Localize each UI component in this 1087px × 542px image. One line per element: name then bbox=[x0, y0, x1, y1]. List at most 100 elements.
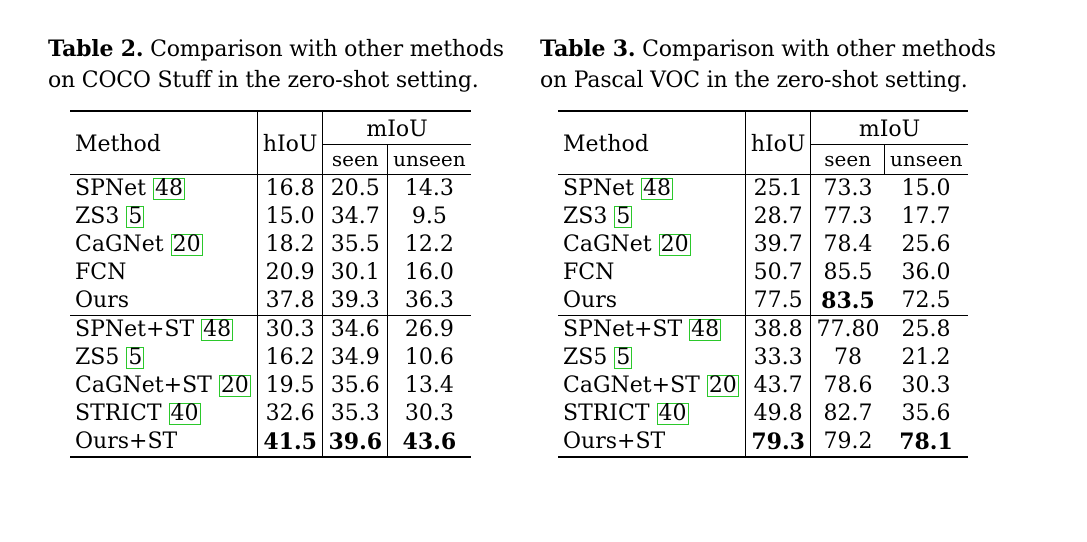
hiou-cell: 49.8 bbox=[744, 400, 811, 428]
header-unseen: unseen bbox=[883, 144, 968, 175]
table-body: SPNet 48 16.8 20.5 14.3 ZS3 5 15.0 34.7 9.5 CaGN… bbox=[70, 174, 471, 457]
method-cell: STRICT 40 bbox=[558, 400, 745, 428]
hiou-cell: 16.2 bbox=[256, 344, 323, 372]
header-miou: mIoU bbox=[810, 111, 968, 145]
method-name: Ours bbox=[563, 288, 618, 313]
table-row: ZS3 5 28.7 77.3 17.7 bbox=[558, 203, 968, 231]
table-3-panel: Table 3. Comparison with other methods o… bbox=[540, 34, 1010, 457]
unseen-cell: 17.7 bbox=[901, 204, 951, 229]
table-row: CaGNet+ST 20 19.5 35.6 13.4 bbox=[70, 372, 471, 400]
table-row: CaGNet+ST 20 43.7 78.6 30.3 bbox=[558, 372, 968, 400]
seen-cell: 73.3 bbox=[810, 174, 885, 203]
table-row: Ours+ST 79.3 79.2 78.1 bbox=[558, 428, 968, 457]
unseen-cell: 72.5 bbox=[901, 288, 951, 313]
seen-cell: 34.9 bbox=[322, 344, 388, 372]
method-name: ZS3 bbox=[563, 204, 608, 229]
unseen-cell: 15.0 bbox=[901, 176, 951, 201]
unseen-cell: 26.9 bbox=[387, 315, 471, 344]
seen-cell: 35.6 bbox=[322, 372, 388, 400]
hiou-cell: 15.0 bbox=[256, 203, 323, 231]
caption-label: Table 3. bbox=[540, 36, 636, 62]
table-row: SPNet 48 16.8 20.5 14.3 bbox=[70, 174, 471, 204]
seen-cell: 39.6 bbox=[322, 428, 388, 457]
method-name: Ours+ST bbox=[75, 429, 178, 454]
method-name: ZS5 bbox=[563, 345, 608, 370]
method-cell: CaGNet 20 bbox=[70, 231, 257, 259]
method-cell: SPNet 48 bbox=[70, 175, 257, 204]
unseen-cell: 25.8 bbox=[884, 315, 968, 344]
hiou-cell: 41.5 bbox=[256, 428, 323, 457]
citation-link[interactable]: 48 bbox=[152, 176, 185, 201]
method-cell: ZS5 5 bbox=[558, 344, 745, 372]
table-row: FCN 50.7 85.5 36.0 bbox=[558, 259, 968, 287]
unseen-cell: 35.6 bbox=[901, 401, 951, 426]
header-method: Method bbox=[563, 132, 649, 157]
seen-cell: 78.6 bbox=[810, 372, 885, 400]
method-name: CaGNet+ST bbox=[75, 373, 212, 398]
header-unseen: unseen bbox=[387, 144, 471, 175]
table-row: Ours+ST 41.5 39.6 43.6 bbox=[70, 428, 471, 457]
hiou-cell: 50.7 bbox=[744, 259, 811, 287]
method-name: SPNet bbox=[563, 176, 634, 201]
method-cell: ZS3 5 bbox=[70, 203, 257, 231]
results-table: Method hIoU mIoU seen unseen SPNet 48 25.… bbox=[558, 110, 968, 458]
hiou-cell: 37.8 bbox=[256, 287, 323, 316]
method-name: SPNet bbox=[75, 176, 146, 201]
method-name: CaGNet bbox=[563, 232, 652, 257]
citation-link[interactable]: 48 bbox=[689, 317, 722, 342]
hiou-cell: 39.7 bbox=[744, 231, 811, 259]
method-cell: SPNet+ST 48 bbox=[558, 315, 746, 344]
unseen-cell: 21.2 bbox=[901, 345, 951, 370]
seen-cell: 34.7 bbox=[322, 203, 388, 231]
citation-link[interactable]: 40 bbox=[168, 401, 201, 426]
method-name: Ours+ST bbox=[563, 429, 666, 454]
hiou-cell: 16.8 bbox=[256, 174, 323, 203]
table-row: SPNet 48 25.1 73.3 15.0 bbox=[558, 174, 968, 203]
unseen-cell: 30.3 bbox=[387, 400, 471, 428]
hiou-cell: 32.6 bbox=[256, 400, 323, 428]
hiou-cell: 19.5 bbox=[256, 372, 323, 400]
table-row: SPNet+ST 48 30.3 34.6 26.9 bbox=[70, 315, 471, 344]
method-cell: Ours bbox=[70, 287, 257, 316]
header-miou: mIoU bbox=[322, 111, 471, 145]
caption-text-line2: on COCO Stuff in the zero-shot setting. bbox=[48, 68, 479, 93]
citation-link[interactable]: 20 bbox=[170, 232, 203, 257]
citation-link[interactable]: 48 bbox=[640, 176, 673, 201]
seen-cell: 39.3 bbox=[322, 287, 388, 316]
header-method: Method bbox=[75, 132, 161, 157]
unseen-cell: 12.2 bbox=[387, 231, 471, 259]
citation-link[interactable]: 20 bbox=[706, 373, 739, 398]
citation-link[interactable]: 5 bbox=[614, 345, 633, 370]
citation-link[interactable]: 5 bbox=[126, 345, 145, 370]
unseen-cell: 25.6 bbox=[901, 232, 951, 257]
table-row: STRICT 40 32.6 35.3 30.3 bbox=[70, 400, 471, 428]
unseen-cell: 13.4 bbox=[387, 372, 471, 400]
seen-cell: 20.5 bbox=[322, 174, 388, 203]
header-hiou: hIoU bbox=[744, 111, 811, 175]
citation-link[interactable]: 48 bbox=[201, 317, 234, 342]
table-2-panel: Table 2. Comparison with other methods o… bbox=[48, 34, 518, 457]
citation-link[interactable]: 20 bbox=[658, 232, 691, 257]
method-cell: ZS5 5 bbox=[70, 344, 257, 372]
method-name: ZS5 bbox=[75, 345, 120, 370]
seen-cell: 83.5 bbox=[810, 287, 885, 316]
method-name: FCN bbox=[75, 260, 127, 285]
table-row: STRICT 40 49.8 82.7 35.6 bbox=[558, 400, 968, 428]
citation-link[interactable]: 5 bbox=[126, 204, 145, 229]
hiou-cell: 43.7 bbox=[744, 372, 811, 400]
table-caption: Table 3. Comparison with other methods o… bbox=[540, 34, 1010, 96]
citation-link[interactable]: 40 bbox=[656, 401, 689, 426]
method-cell: FCN bbox=[558, 259, 745, 287]
seen-cell: 82.7 bbox=[810, 400, 885, 428]
seen-cell: 30.1 bbox=[322, 259, 388, 287]
hiou-cell: 25.1 bbox=[744, 174, 811, 203]
unseen-cell: 36.3 bbox=[387, 287, 471, 316]
table-row: ZS5 5 16.2 34.9 10.6 bbox=[70, 344, 471, 372]
citation-link[interactable]: 20 bbox=[218, 373, 251, 398]
method-cell: Ours+ST bbox=[558, 428, 745, 457]
method-cell: Ours bbox=[558, 287, 745, 316]
citation-link[interactable]: 5 bbox=[614, 204, 633, 229]
hiou-cell: 28.7 bbox=[744, 203, 811, 231]
method-name: CaGNet bbox=[75, 232, 164, 257]
method-name: CaGNet+ST bbox=[563, 373, 700, 398]
